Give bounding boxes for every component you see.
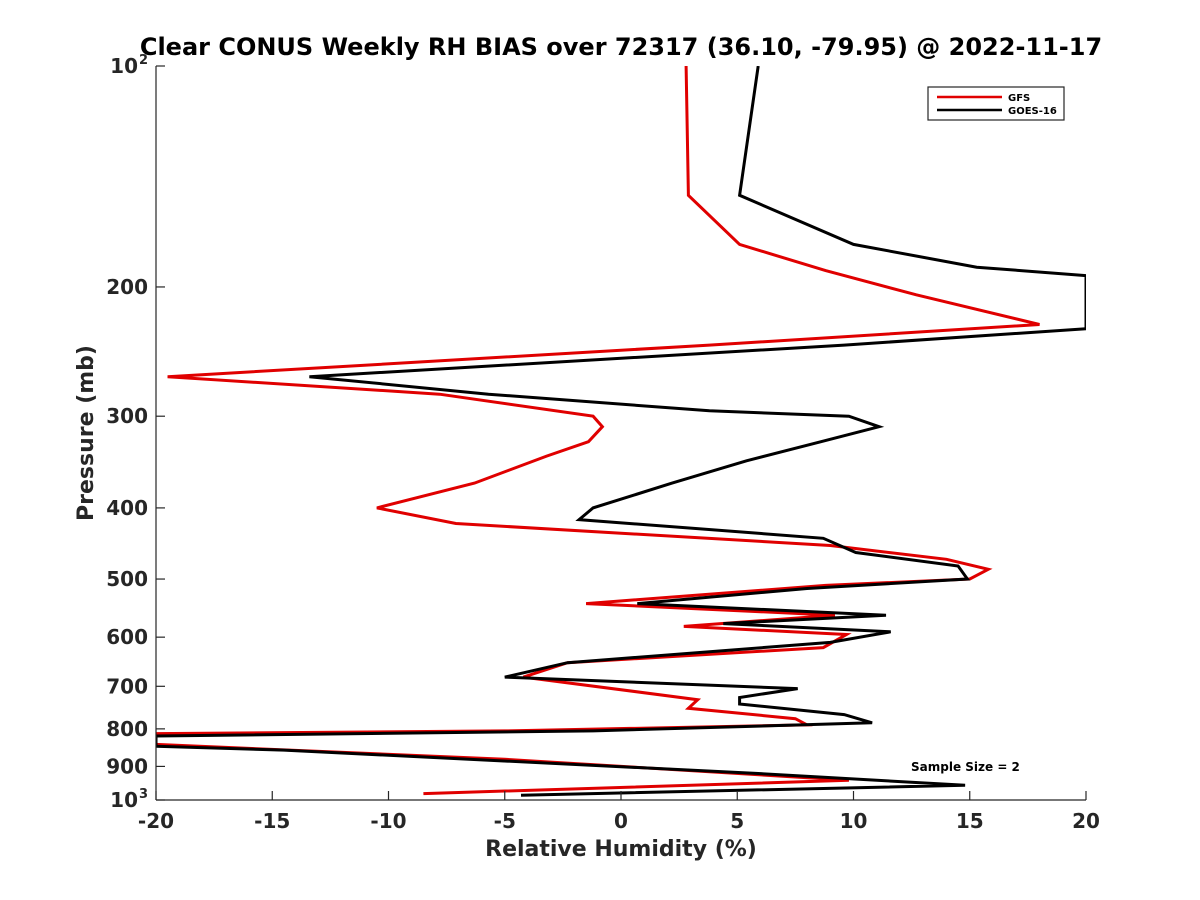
- y-tick-label: 300: [106, 404, 148, 428]
- x-tick-label: -20: [138, 809, 174, 833]
- x-ticks: -20 -15 -10 -5 0 5 10 15 20: [138, 791, 1100, 833]
- legend-label-gfs: GFS: [1008, 93, 1030, 104]
- y-tick-label: 200: [106, 275, 148, 299]
- legend-label-goes16: GOES-16: [1008, 106, 1057, 117]
- x-tick-label: -15: [254, 809, 290, 833]
- y-tick-exponent: 2: [139, 53, 148, 68]
- y-tick-exponent: 3: [139, 787, 148, 802]
- x-tick-label: 5: [730, 809, 744, 833]
- chart-title: Clear CONUS Weekly RH BIAS over 72317 (3…: [140, 33, 1102, 61]
- x-axis-label: Relative Humidity (%): [485, 837, 757, 862]
- legend: GFS GOES-16: [927, 86, 1065, 121]
- y-tick-label: 400: [106, 496, 148, 520]
- sample-size-annotation: Sample Size = 2: [911, 760, 1020, 774]
- plot-area: [156, 66, 1086, 800]
- series-layer: [156, 66, 1086, 797]
- y-tick-label: 10: [110, 788, 138, 812]
- y-tick-label: 800: [106, 717, 148, 741]
- y-tick-label: 600: [106, 625, 148, 649]
- x-tick-label: 10: [840, 809, 868, 833]
- x-tick-label: -5: [494, 809, 516, 833]
- y-tick-label: 700: [106, 674, 148, 698]
- x-tick-label: 15: [956, 809, 984, 833]
- x-tick-label: -10: [370, 809, 406, 833]
- y-axis-label: Pressure (mb): [74, 345, 99, 521]
- series-line-goes-16: [156, 66, 1086, 797]
- y-tick-label: 10: [110, 54, 138, 78]
- x-tick-label: 20: [1072, 809, 1100, 833]
- y-tick-label: 900: [106, 754, 148, 778]
- y-tick-label: 500: [106, 567, 148, 591]
- x-tick-label: 0: [614, 809, 628, 833]
- legend-box: [927, 86, 1065, 121]
